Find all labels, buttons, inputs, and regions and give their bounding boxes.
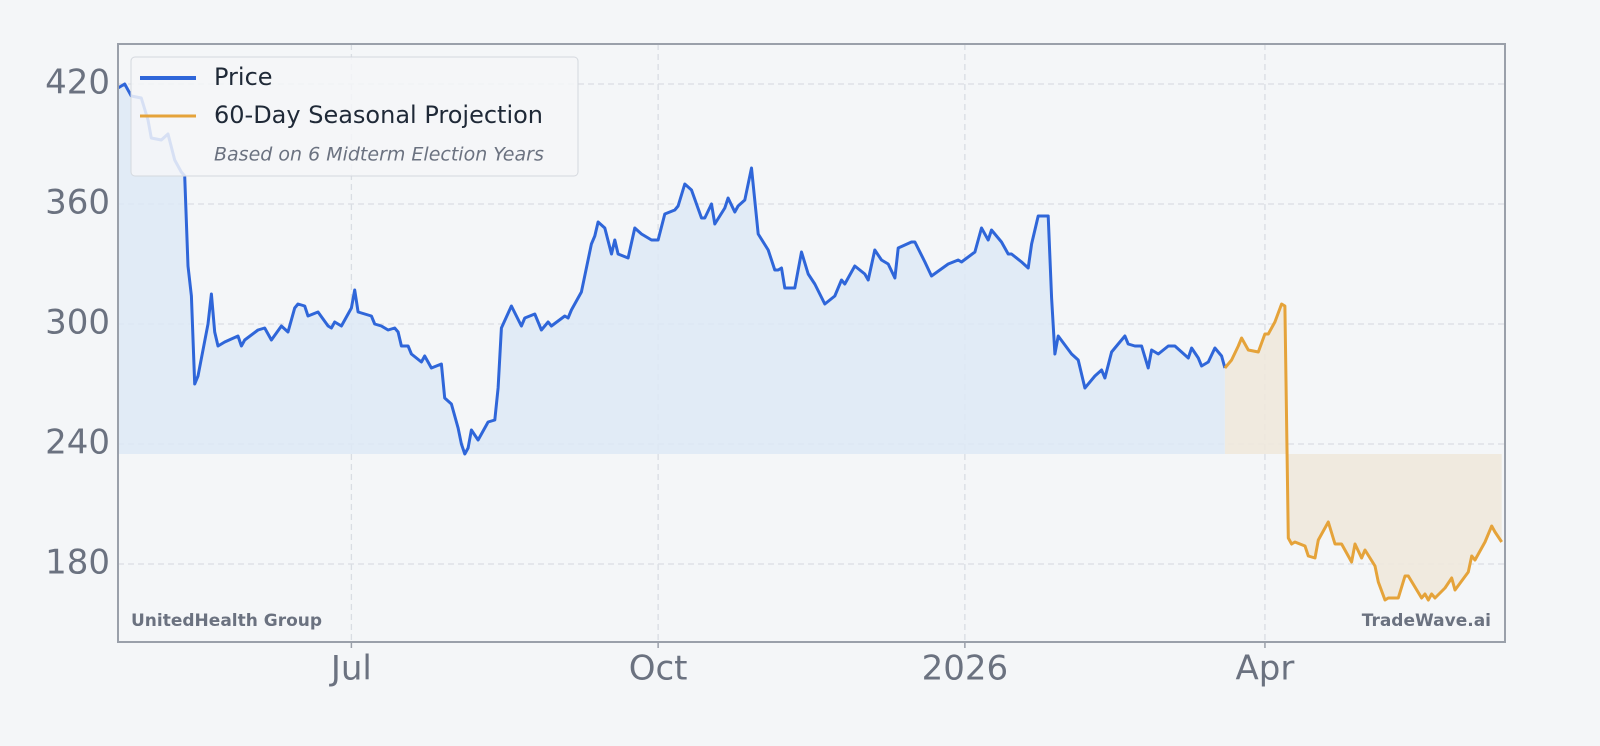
fills xyxy=(118,84,1502,600)
x-tick-label: Oct xyxy=(629,649,688,689)
x-tick-label: Apr xyxy=(1236,649,1295,689)
series-line xyxy=(1223,302,1503,602)
legend-label: 60-Day Seasonal Projection xyxy=(214,101,543,129)
y-tick-label: 420 xyxy=(45,63,110,103)
y-tick-label: 360 xyxy=(45,183,110,223)
company-label: UnitedHealth Group xyxy=(131,611,322,631)
y-tick-label: 240 xyxy=(45,423,110,463)
y-tick-label: 300 xyxy=(45,303,110,343)
legend: Price 60-Day Seasonal Projection Based on … xyxy=(130,56,579,177)
x-tick-label: Jul xyxy=(329,649,372,689)
series-line xyxy=(117,82,1227,456)
lines xyxy=(117,82,1503,602)
x-tick-label: 2026 xyxy=(922,649,1009,689)
legend-label: Price xyxy=(214,63,273,91)
area-fill xyxy=(118,84,1225,454)
watermark: TradeWave.ai xyxy=(1362,611,1491,631)
y-tick-label: 180 xyxy=(45,543,110,583)
legend-note: Based on 6 Midterm Election Years xyxy=(214,144,544,166)
legend-box xyxy=(130,56,579,177)
area-fill xyxy=(1224,304,1502,600)
plot-frame xyxy=(117,43,1506,643)
axes: 180 240 300 360 420 Jul Oct 2026 Apr xyxy=(45,63,1294,689)
